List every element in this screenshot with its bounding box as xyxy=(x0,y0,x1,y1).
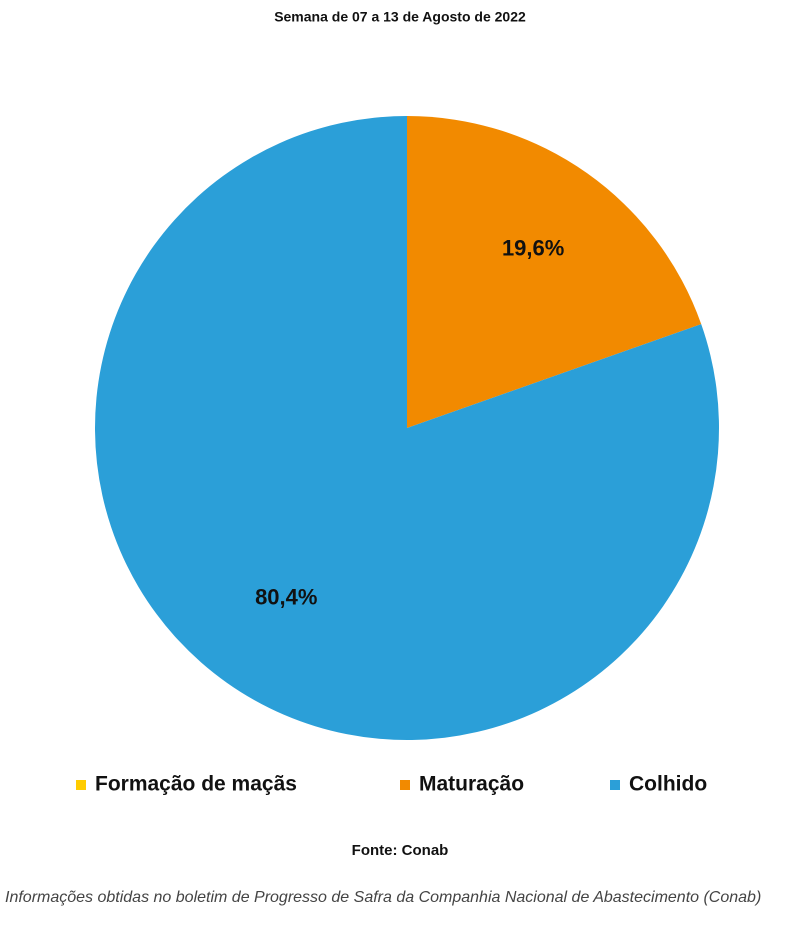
pie-slice xyxy=(407,116,702,428)
legend-label: Colhido xyxy=(629,773,707,796)
data-label: 80,4% xyxy=(255,584,317,609)
legend-label: Maturação xyxy=(419,773,524,796)
legend-label: Formação de maçãs xyxy=(95,773,297,796)
note: Informações obtidas no boletim de Progre… xyxy=(5,889,762,906)
legend-marker xyxy=(400,780,410,790)
pie-slice xyxy=(95,116,720,740)
data-label: 19,6% xyxy=(502,236,564,261)
chart-title: Semana de 07 a 13 de Agosto de 2022 xyxy=(274,9,526,25)
legend-marker xyxy=(610,780,620,790)
source: Fonte: Conab xyxy=(352,842,449,859)
legend-marker xyxy=(76,780,86,790)
chart: Semana de 07 a 13 de Agosto de 2022 Font… xyxy=(76,9,720,859)
